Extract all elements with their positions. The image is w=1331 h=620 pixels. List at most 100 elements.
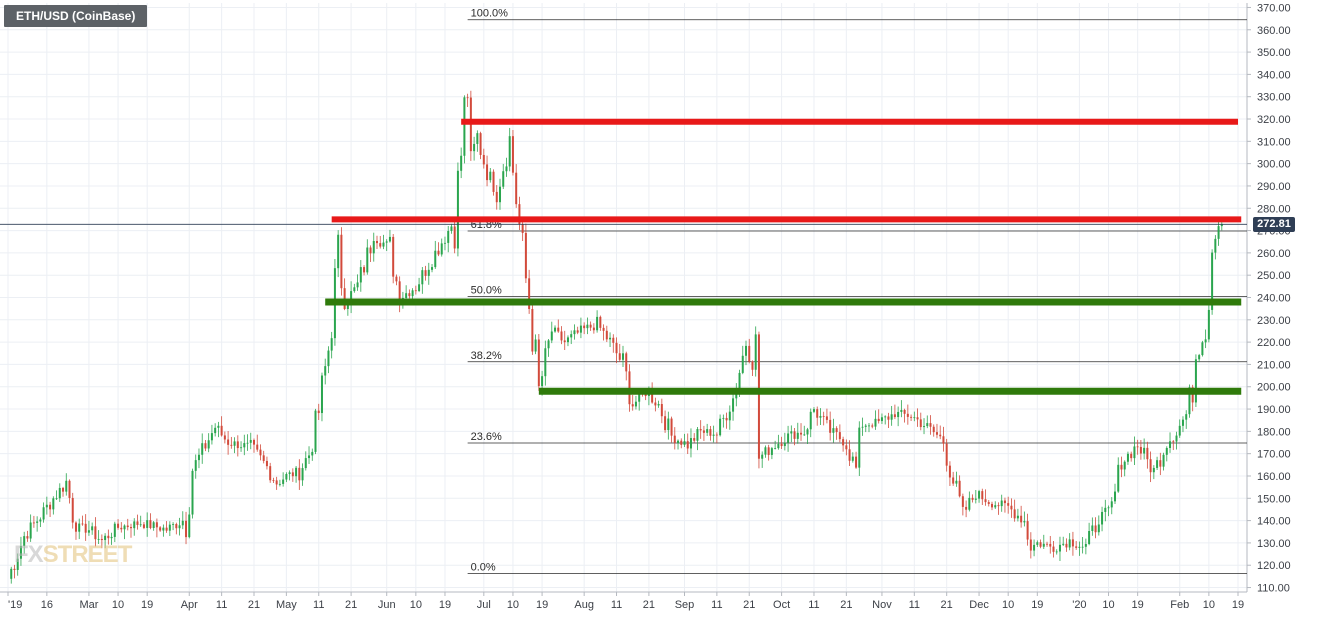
candle-body — [172, 524, 175, 525]
candle-body — [511, 136, 514, 173]
candle-body — [1220, 224, 1223, 227]
candle-body — [45, 504, 48, 508]
candle-body — [227, 439, 230, 445]
candle-body — [1071, 539, 1074, 547]
candle-body — [1117, 464, 1120, 492]
candle-body — [576, 330, 579, 333]
candle-body — [871, 425, 874, 427]
candle-body — [78, 523, 81, 532]
brand-watermark: FXSTREET — [14, 541, 132, 569]
candle-body — [625, 353, 628, 372]
candle-body — [541, 376, 544, 387]
candle-body — [479, 133, 482, 155]
x-tick-label: 19 — [1132, 599, 1144, 611]
candle-body — [314, 410, 317, 452]
candle-body — [1000, 500, 1003, 507]
candle-body — [712, 434, 715, 436]
x-tick-label: 10 — [410, 599, 422, 611]
candle-body — [638, 391, 641, 402]
candle-body — [1013, 509, 1016, 519]
candle-body — [162, 527, 165, 531]
candle-body — [599, 316, 602, 328]
candle-body — [194, 460, 197, 471]
candle-body — [32, 522, 35, 524]
candle-body — [282, 479, 285, 484]
candle-body — [719, 418, 722, 436]
candle-body — [761, 454, 764, 459]
candle-body — [473, 143, 476, 152]
candle-body — [754, 334, 757, 370]
candle-body — [683, 441, 686, 445]
candle-body — [579, 325, 582, 333]
candle-body — [113, 523, 116, 537]
x-tick-label: Dec — [969, 599, 989, 611]
candle-body — [71, 497, 74, 523]
candle-body — [1211, 252, 1214, 310]
candle-body — [366, 247, 369, 273]
candle-body — [984, 499, 987, 503]
candle-body — [793, 431, 796, 439]
candle-body — [923, 426, 926, 428]
candle-body — [450, 226, 453, 231]
candle-body — [421, 270, 424, 285]
candle-body — [812, 409, 815, 412]
candle-body — [573, 330, 576, 335]
y-tick-label: 200.00 — [1257, 382, 1291, 394]
candle-body — [994, 505, 997, 508]
candle-body — [609, 337, 612, 340]
candle-body — [945, 443, 948, 466]
candle-body — [220, 425, 223, 436]
candle-body — [702, 430, 705, 433]
candle-body — [1110, 501, 1113, 508]
candle-body — [55, 498, 58, 500]
candle-body — [667, 418, 670, 431]
candle-body — [981, 491, 984, 500]
candle-body — [864, 425, 867, 427]
candle-body — [1003, 500, 1006, 504]
candle-body — [942, 436, 945, 444]
x-tick-label: Sep — [675, 599, 695, 611]
candle-body — [26, 536, 29, 539]
candle-body — [16, 558, 19, 570]
y-tick-label: 230.00 — [1257, 315, 1291, 327]
candle-body — [204, 443, 207, 449]
candle-body — [197, 454, 200, 461]
fib-level-label: 23.6% — [471, 431, 502, 443]
candle-body — [1042, 543, 1045, 547]
candle-body — [774, 448, 777, 449]
candle-body — [1194, 359, 1197, 403]
candle-body — [929, 423, 932, 427]
fib-level-label: 50.0% — [471, 284, 502, 296]
candle-body — [919, 419, 922, 428]
candle-body — [502, 171, 505, 187]
candle-body — [900, 409, 903, 412]
candle-body — [327, 350, 330, 367]
candle-body — [1094, 525, 1097, 533]
candle-body — [418, 284, 421, 292]
candle-body — [1133, 446, 1136, 459]
y-tick-label: 120.00 — [1257, 560, 1291, 572]
candle-body — [456, 170, 459, 249]
candle-body — [129, 527, 133, 529]
candle-body — [104, 535, 107, 541]
candle-body — [1023, 521, 1026, 523]
candle-body — [1039, 542, 1042, 547]
candle-body — [832, 428, 835, 433]
candle-body — [97, 538, 100, 540]
y-tick-label: 330.00 — [1257, 92, 1291, 104]
candle-body — [531, 309, 534, 352]
candle-body — [664, 416, 667, 431]
candle-body — [58, 487, 61, 499]
candle-body — [987, 502, 990, 504]
candle-body — [1188, 387, 1191, 415]
candle-body — [1065, 543, 1068, 548]
candle-body — [495, 191, 498, 203]
candle-body — [783, 442, 786, 447]
candle-body — [337, 234, 340, 269]
watermark-part1: FX — [14, 541, 44, 568]
y-tick-label: 300.00 — [1257, 159, 1291, 171]
x-tick-label: '20 — [1072, 599, 1086, 611]
candle-body — [142, 524, 145, 528]
candle-body — [845, 445, 848, 450]
